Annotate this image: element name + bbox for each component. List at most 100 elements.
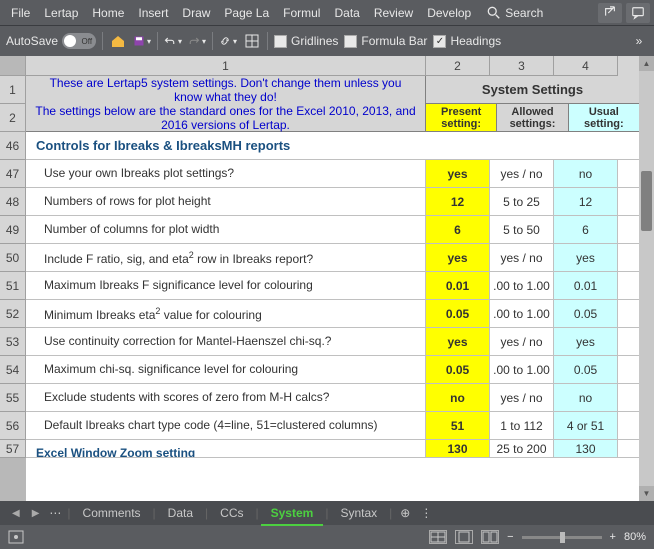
- sheet-tab-ccs[interactable]: CCs: [210, 502, 253, 524]
- grid-icon[interactable]: [243, 32, 261, 50]
- present-value[interactable]: 0.05: [426, 300, 490, 327]
- tab-home[interactable]: Home: [85, 2, 131, 24]
- page-break-view-icon[interactable]: [481, 530, 499, 544]
- tab-review[interactable]: Review: [367, 2, 420, 24]
- present-value[interactable]: 51: [426, 412, 490, 439]
- overflow-icon[interactable]: »: [630, 32, 648, 50]
- comments-icon[interactable]: [626, 3, 650, 23]
- vertical-scrollbar[interactable]: ▲ ▼: [639, 56, 654, 501]
- undo-icon[interactable]: ▾: [164, 32, 182, 50]
- allowed-value: yes / no: [490, 244, 554, 271]
- tab-nav-left-icon[interactable]: ◀: [6, 508, 26, 519]
- row-header[interactable]: 50: [0, 244, 26, 272]
- search-box[interactable]: Search: [480, 2, 550, 24]
- row-header[interactable]: 49: [0, 216, 26, 244]
- tab-lertap[interactable]: Lertap: [37, 2, 85, 24]
- present-value[interactable]: 0.05: [426, 356, 490, 383]
- row-header[interactable]: 56: [0, 412, 26, 440]
- table-row[interactable]: Maximum chi-sq. significance level for c…: [26, 356, 639, 384]
- status-bar: − + 80%: [0, 525, 654, 549]
- row-header[interactable]: 52: [0, 300, 26, 328]
- tab-file[interactable]: File: [4, 2, 37, 24]
- sheet-tab-comments[interactable]: Comments: [73, 502, 151, 524]
- usual-value: 12: [554, 188, 618, 215]
- usual-value: 0.01: [554, 272, 618, 299]
- link-icon[interactable]: ▾: [219, 32, 237, 50]
- table-row[interactable]: Maximum Ibreaks F significance level for…: [26, 272, 639, 300]
- present-value[interactable]: 12: [426, 188, 490, 215]
- sheet-tab-syntax[interactable]: Syntax: [330, 502, 387, 524]
- usual-value: no: [554, 384, 618, 411]
- table-row[interactable]: Number of columns for plot width65 to 50…: [26, 216, 639, 244]
- section-heading[interactable]: Controls for Ibreaks & IbreaksMH reports: [26, 132, 639, 160]
- row-header[interactable]: 48: [0, 188, 26, 216]
- col-header[interactable]: 1: [26, 56, 426, 76]
- allowed-value: .00 to 1.00: [490, 356, 554, 383]
- autosave-label: AutoSave: [6, 34, 58, 48]
- present-value[interactable]: yes: [426, 244, 490, 271]
- share-icon[interactable]: [598, 3, 622, 23]
- table-row[interactable]: Minimum Ibreaks eta2 value for colouring…: [26, 300, 639, 328]
- tab-pagelayout[interactable]: Page La: [217, 2, 276, 24]
- record-macro-icon[interactable]: [8, 530, 24, 544]
- table-row[interactable]: Use your own Ibreaks plot settings?yesye…: [26, 160, 639, 188]
- present-value[interactable]: 130: [426, 440, 490, 457]
- row-header[interactable]: 54: [0, 356, 26, 384]
- home-icon[interactable]: [109, 32, 127, 50]
- table-row[interactable]: Include F ratio, sig, and eta2 row in Ib…: [26, 244, 639, 272]
- col-header[interactable]: 3: [490, 56, 554, 76]
- usual-value: yes: [554, 244, 618, 271]
- search-label: Search: [505, 6, 543, 20]
- present-value[interactable]: yes: [426, 160, 490, 187]
- sheet-tab-data[interactable]: Data: [158, 502, 203, 524]
- present-value[interactable]: 6: [426, 216, 490, 243]
- setting-description: Include F ratio, sig, and eta2 row in Ib…: [26, 244, 426, 271]
- row-header[interactable]: 51: [0, 272, 26, 300]
- row-header[interactable]: 53: [0, 328, 26, 356]
- tab-draw[interactable]: Draw: [175, 2, 217, 24]
- scroll-down-icon[interactable]: ▼: [639, 486, 654, 501]
- add-sheet-icon[interactable]: ⊕: [394, 506, 416, 520]
- allowed-value: 25 to 200: [490, 440, 554, 457]
- usual-value: no: [554, 160, 618, 187]
- tab-nav-right-icon[interactable]: ▶: [26, 508, 46, 519]
- scroll-up-icon[interactable]: ▲: [639, 56, 654, 71]
- col-header[interactable]: 4: [554, 56, 618, 76]
- scroll-thumb[interactable]: [641, 171, 652, 231]
- sheet-tab-system[interactable]: System: [261, 502, 324, 526]
- tab-insert[interactable]: Insert: [131, 2, 175, 24]
- autosave-toggle[interactable]: AutoSave Off: [6, 33, 96, 49]
- row-header[interactable]: 1: [0, 76, 26, 104]
- select-all-corner[interactable]: [0, 56, 26, 76]
- tab-developer[interactable]: Develop: [420, 2, 478, 24]
- normal-view-icon[interactable]: [429, 530, 447, 544]
- row-header[interactable]: 46: [0, 132, 26, 160]
- usual-value: yes: [554, 328, 618, 355]
- save-icon[interactable]: ▾: [133, 32, 151, 50]
- table-row[interactable]: Exclude students with scores of zero fro…: [26, 384, 639, 412]
- tab-data[interactable]: Data: [327, 2, 366, 24]
- zoom-in-icon[interactable]: +: [610, 531, 616, 543]
- page-layout-view-icon[interactable]: [455, 530, 473, 544]
- redo-icon[interactable]: ▾: [188, 32, 206, 50]
- zoom-slider[interactable]: [522, 536, 602, 539]
- row-header[interactable]: 2: [0, 104, 26, 132]
- table-row[interactable]: Numbers of rows for plot height125 to 25…: [26, 188, 639, 216]
- table-row[interactable]: Use continuity correction for Mantel-Hae…: [26, 328, 639, 356]
- formulabar-checkbox[interactable]: Formula Bar: [344, 34, 427, 48]
- table-row[interactable]: Excel Window Zoom setting13025 to 200130: [26, 440, 639, 458]
- row-header[interactable]: 57: [0, 440, 26, 458]
- tab-formulas[interactable]: Formul: [276, 2, 327, 24]
- allowed-value: 5 to 25: [490, 188, 554, 215]
- col-header[interactable]: 2: [426, 56, 490, 76]
- headings-checkbox[interactable]: ✓Headings: [433, 34, 501, 48]
- row-header[interactable]: 55: [0, 384, 26, 412]
- zoom-level[interactable]: 80%: [624, 531, 646, 543]
- present-value[interactable]: no: [426, 384, 490, 411]
- row-header[interactable]: 47: [0, 160, 26, 188]
- present-value[interactable]: yes: [426, 328, 490, 355]
- present-value[interactable]: 0.01: [426, 272, 490, 299]
- table-row[interactable]: Default Ibreaks chart type code (4=line,…: [26, 412, 639, 440]
- zoom-out-icon[interactable]: −: [507, 531, 513, 543]
- gridlines-checkbox[interactable]: Gridlines: [274, 34, 338, 48]
